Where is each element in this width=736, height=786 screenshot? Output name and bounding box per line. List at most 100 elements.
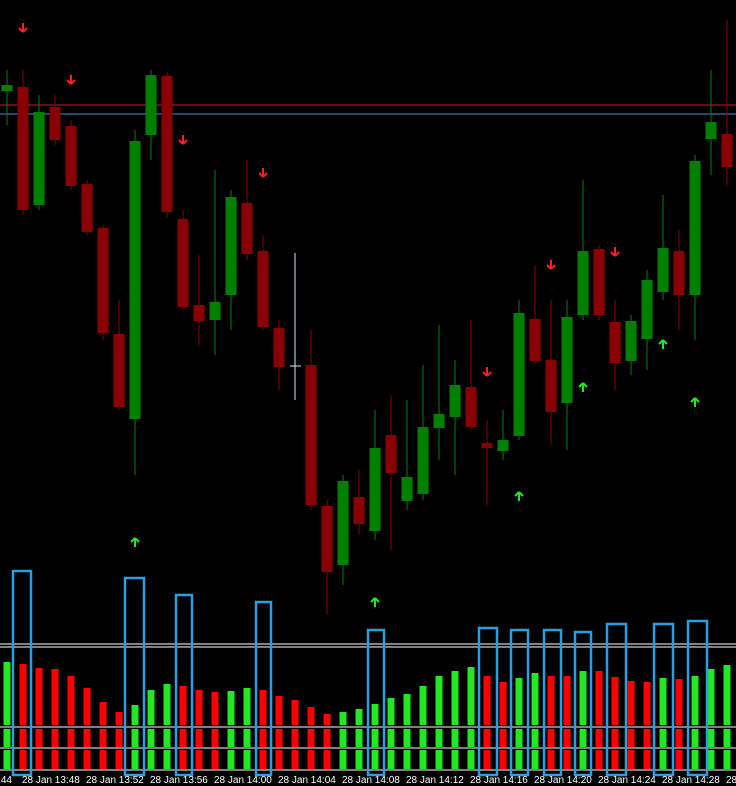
signal-cell bbox=[19, 750, 27, 769]
candle-body bbox=[529, 319, 541, 361]
candle-body bbox=[161, 76, 173, 212]
histogram-bar bbox=[259, 690, 267, 725]
histogram-bar bbox=[563, 676, 571, 725]
x-tick-label: 28 Jan 14:08 bbox=[342, 775, 400, 786]
signal-cell bbox=[147, 729, 155, 747]
signal-cell bbox=[275, 729, 283, 747]
signal-cell bbox=[659, 750, 667, 769]
signal-cell bbox=[243, 729, 251, 747]
highlight-box bbox=[605, 622, 628, 777]
histogram-bar bbox=[243, 688, 251, 725]
highlight-box bbox=[366, 628, 386, 777]
histogram-bar bbox=[211, 692, 219, 725]
histogram-bar bbox=[51, 669, 59, 725]
x-tick-label: 28 Jan 13:56 bbox=[150, 775, 208, 786]
x-tick-label: 28 Jan 14:20 bbox=[534, 775, 592, 786]
signal-cell bbox=[483, 729, 491, 747]
signal-cell bbox=[179, 750, 187, 769]
histogram-bar bbox=[195, 690, 203, 725]
signal-cell bbox=[627, 750, 635, 769]
buy-arrow bbox=[578, 382, 588, 392]
signal-cell bbox=[547, 729, 555, 747]
signal-cell bbox=[595, 729, 603, 747]
candle-body bbox=[209, 302, 221, 320]
histogram-bar bbox=[339, 712, 347, 725]
signal-cell bbox=[467, 750, 475, 769]
candle-body bbox=[705, 122, 717, 139]
histogram-bar bbox=[419, 686, 427, 725]
histogram-bar bbox=[611, 677, 619, 725]
histogram-bar bbox=[147, 690, 155, 725]
signal-cell bbox=[563, 750, 571, 769]
candle-body bbox=[81, 184, 93, 232]
signal-cell bbox=[115, 729, 123, 747]
highlight-box bbox=[174, 593, 194, 777]
signal-cell bbox=[387, 729, 395, 747]
buy-arrow bbox=[130, 537, 140, 547]
candle-body bbox=[337, 481, 349, 565]
signal-cell bbox=[131, 729, 139, 747]
signal-cell bbox=[211, 750, 219, 769]
candle-body bbox=[129, 141, 141, 419]
signal-cell bbox=[115, 750, 123, 769]
signal-cell bbox=[339, 750, 347, 769]
signal-cell bbox=[227, 729, 235, 747]
candle-body bbox=[465, 387, 477, 427]
histogram-bar bbox=[499, 682, 507, 725]
candle-body bbox=[17, 87, 29, 210]
signal-cell bbox=[675, 750, 683, 769]
signal-cell bbox=[483, 750, 491, 769]
histogram-bar bbox=[531, 673, 539, 725]
highlight-box bbox=[509, 628, 530, 777]
candle-body bbox=[1, 85, 13, 91]
histogram-bar bbox=[83, 688, 91, 725]
histogram-bar bbox=[227, 691, 235, 725]
signal-cell bbox=[579, 729, 587, 747]
signal-cell bbox=[3, 729, 11, 747]
signal-cell bbox=[307, 750, 315, 769]
signal-cell bbox=[595, 750, 603, 769]
candle-body bbox=[97, 228, 109, 333]
histogram-bar bbox=[467, 667, 475, 725]
histogram-bar bbox=[19, 664, 27, 725]
signal-cell bbox=[371, 729, 379, 747]
candle-body bbox=[273, 328, 285, 367]
signal-cell bbox=[707, 729, 715, 747]
signal-cell bbox=[259, 729, 267, 747]
signal-cell bbox=[83, 750, 91, 769]
signal-cell bbox=[419, 750, 427, 769]
signal-cell bbox=[435, 750, 443, 769]
signal-cell bbox=[19, 729, 27, 747]
x-tick-label: 28 Jan 14:28 bbox=[662, 775, 720, 786]
signal-cell bbox=[67, 729, 75, 747]
signal-cell bbox=[163, 750, 171, 769]
signal-cell bbox=[499, 729, 507, 747]
buy-arrow bbox=[514, 491, 524, 501]
candle-body bbox=[353, 497, 365, 524]
signal-cell bbox=[195, 750, 203, 769]
signal-cell bbox=[611, 729, 619, 747]
histogram-bar bbox=[387, 698, 395, 725]
candle-body bbox=[225, 197, 237, 295]
candle-body bbox=[145, 75, 157, 135]
candle-body bbox=[657, 248, 669, 292]
signal-cell bbox=[35, 729, 43, 747]
signal-cell bbox=[451, 729, 459, 747]
candle-body bbox=[721, 134, 733, 167]
candle-body bbox=[193, 305, 205, 321]
signal-cell bbox=[723, 750, 731, 769]
candle-body bbox=[689, 161, 701, 295]
signal-cell bbox=[99, 729, 107, 747]
candle-body bbox=[673, 251, 685, 295]
signal-cell bbox=[435, 729, 443, 747]
histogram-bar bbox=[435, 676, 443, 725]
candle-body bbox=[241, 203, 253, 254]
signal-cell bbox=[179, 729, 187, 747]
signal-cell bbox=[403, 750, 411, 769]
sell-arrow bbox=[66, 75, 76, 85]
signal-cell bbox=[451, 750, 459, 769]
histogram-bar bbox=[179, 686, 187, 725]
signal-cell bbox=[227, 750, 235, 769]
